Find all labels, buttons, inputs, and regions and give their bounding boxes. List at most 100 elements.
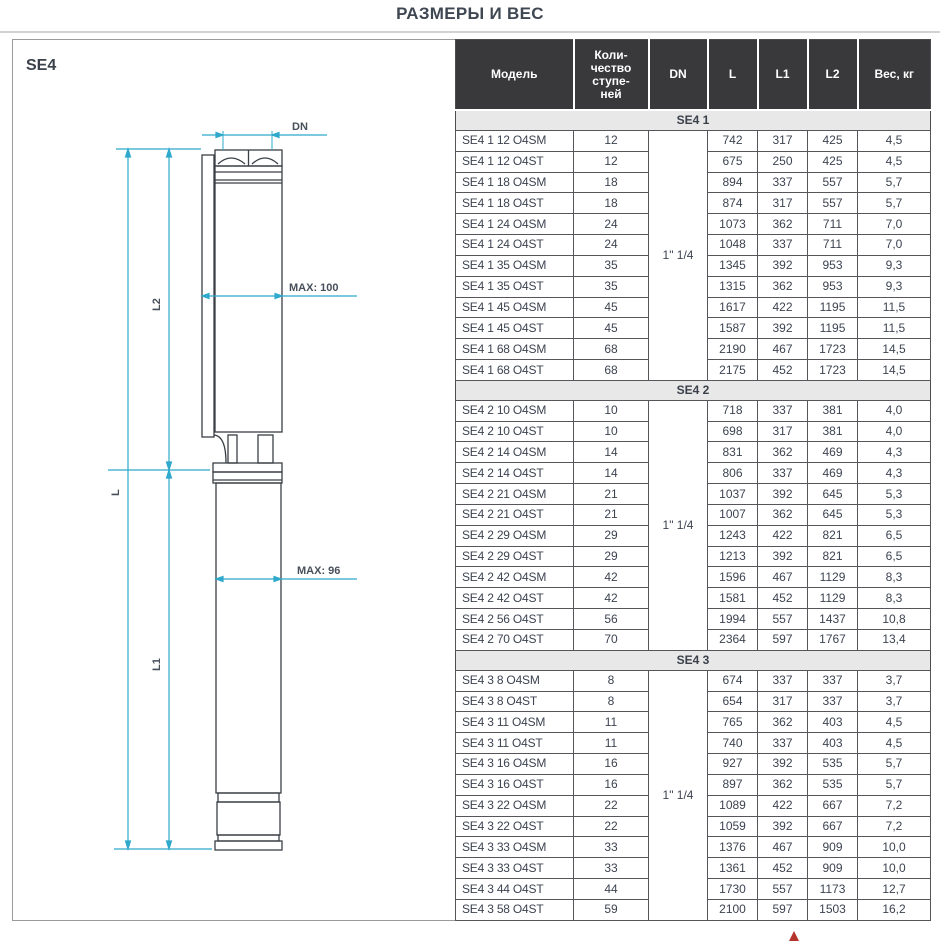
cell-model: SE4 2 29 O4SM <box>455 524 574 547</box>
cell-l2: 535 <box>807 773 858 796</box>
cell-stages: 45 <box>573 317 649 340</box>
cell-stages: 35 <box>573 254 649 277</box>
cell-l2: 337 <box>807 669 858 692</box>
cell-l: 718 <box>707 399 758 422</box>
cell-weight: 14,5 <box>857 338 931 361</box>
cell-weight: 7,2 <box>857 794 931 817</box>
table-row: SE4 3 16 O4ST 16 897 362 535 5,7 <box>455 773 931 796</box>
cell-stages: 16 <box>573 773 649 796</box>
cell-weight: 6,5 <box>857 524 931 547</box>
section-header-row: SE4 1 <box>455 109 931 131</box>
cell-stages: 56 <box>573 608 649 631</box>
cell-l1: 597 <box>757 898 808 922</box>
table-row: SE4 2 29 O4ST 29 1213 392 821 6,5 <box>455 545 931 568</box>
cell-l: 1089 <box>707 794 758 817</box>
cell-l2: 1767 <box>807 629 858 651</box>
cell-l: 740 <box>707 732 758 755</box>
cell-l2: 645 <box>807 503 858 526</box>
cell-l2: 535 <box>807 753 858 775</box>
cell-stages: 12 <box>573 129 649 152</box>
table-row: SE4 2 42 O4SM 42 1596 467 1129 8,3 <box>455 566 931 589</box>
cell-l1: 337 <box>757 462 808 485</box>
motor-band-2 <box>217 834 280 842</box>
cell-dn: 1" 1/4 <box>648 669 708 922</box>
col-header-l2: L2 <box>807 39 859 111</box>
cell-weight: 8,3 <box>857 587 931 610</box>
cell-l1: 392 <box>757 815 808 838</box>
cell-model: SE4 2 29 O4ST <box>455 545 574 568</box>
cell-l1: 337 <box>757 171 808 194</box>
cell-weight: 7,0 <box>857 234 931 256</box>
cell-dn: 1" 1/4 <box>648 399 708 651</box>
section-label: SE4 2 <box>455 379 931 401</box>
cell-l2: 1129 <box>807 587 858 610</box>
cell-weight: 4,0 <box>857 399 931 422</box>
motor-lower <box>216 801 281 836</box>
cell-l2: 557 <box>807 192 858 215</box>
cell-l1: 597 <box>757 629 808 651</box>
cell-l1: 317 <box>757 192 808 215</box>
cell-l: 698 <box>707 420 758 443</box>
cell-stages: 33 <box>573 836 649 859</box>
cell-l: 831 <box>707 441 758 464</box>
cell-model: SE4 1 18 O4SM <box>455 171 574 194</box>
cell-l: 1243 <box>707 524 758 547</box>
max-bottom-label: MAX: 96 <box>297 565 340 577</box>
cell-stages: 11 <box>573 711 649 734</box>
cell-stages: 68 <box>573 338 649 361</box>
cell-weight: 5,7 <box>857 192 931 215</box>
table-row: SE4 2 14 O4SM 14 831 362 469 4,3 <box>455 441 931 464</box>
cell-stages: 59 <box>573 898 649 922</box>
cell-l2: 469 <box>807 462 858 485</box>
col-header-weight: Вес, кг <box>857 39 931 111</box>
cell-stages: 24 <box>573 234 649 256</box>
cell-l1: 362 <box>757 441 808 464</box>
table-row: SE4 1 68 O4ST 68 2175 452 1723 14,5 <box>455 359 931 381</box>
cell-l2: 557 <box>807 171 858 194</box>
cell-l2: 337 <box>807 690 858 713</box>
cell-l2: 1723 <box>807 338 858 361</box>
section-label: SE4 1 <box>455 109 931 131</box>
cell-l1: 392 <box>757 545 808 568</box>
cell-model: SE4 1 24 O4ST <box>455 234 574 256</box>
cell-model: SE4 2 70 O4ST <box>455 629 574 651</box>
cell-l1: 557 <box>757 878 808 900</box>
cell-l: 1073 <box>707 213 758 236</box>
col-header-l1: L1 <box>757 39 809 111</box>
cell-l2: 425 <box>807 129 858 152</box>
cell-stages: 70 <box>573 629 649 651</box>
cell-stages: 35 <box>573 275 649 298</box>
coupling-post-left <box>227 434 238 464</box>
table-row: SE4 3 8 O4SM 8 1" 1/4 674 337 337 3,7 <box>455 669 931 922</box>
cell-l2: 1503 <box>807 898 858 922</box>
cell-l: 2175 <box>707 359 758 381</box>
cell-weight: 5,7 <box>857 773 931 796</box>
cell-l2: 1723 <box>807 359 858 381</box>
page-title: РАЗМЕРЫ И ВЕС <box>396 4 544 23</box>
cell-model: SE4 3 16 O4ST <box>455 773 574 796</box>
cell-model: SE4 1 35 O4ST <box>455 275 574 298</box>
cell-model: SE4 3 22 O4SM <box>455 794 574 817</box>
table-row: SE4 2 70 O4ST 70 2364 597 1767 13,4 <box>455 629 931 651</box>
table-row: SE4 2 14 O4ST 14 806 337 469 4,3 <box>455 462 931 485</box>
cell-stages: 18 <box>573 192 649 215</box>
cell-model: SE4 1 45 O4SM <box>455 296 574 319</box>
cell-stages: 68 <box>573 359 649 381</box>
cell-weight: 4,5 <box>857 129 931 152</box>
cell-weight: 10,0 <box>857 836 931 859</box>
cell-l: 1730 <box>707 878 758 900</box>
cell-model: SE4 1 68 O4SM <box>455 338 574 361</box>
cell-l1: 362 <box>757 711 808 734</box>
cell-weight: 13,4 <box>857 629 931 651</box>
cell-model: SE4 2 56 O4ST <box>455 608 574 631</box>
cell-weight: 4,0 <box>857 420 931 443</box>
dimension-labels: DN MAX: 100 MAX: 96 L2 L L1 <box>110 121 340 671</box>
table-row: SE4 3 22 O4SM 22 1089 422 667 7,2 <box>455 794 931 817</box>
cell-l1: 250 <box>757 150 808 173</box>
cell-l1: 392 <box>757 483 808 505</box>
cell-model: SE4 2 10 O4SM <box>455 399 574 422</box>
cell-l: 2100 <box>707 898 758 922</box>
cell-l: 1581 <box>707 587 758 610</box>
cell-l: 1376 <box>707 836 758 859</box>
cell-model: SE4 1 68 O4ST <box>455 359 574 381</box>
